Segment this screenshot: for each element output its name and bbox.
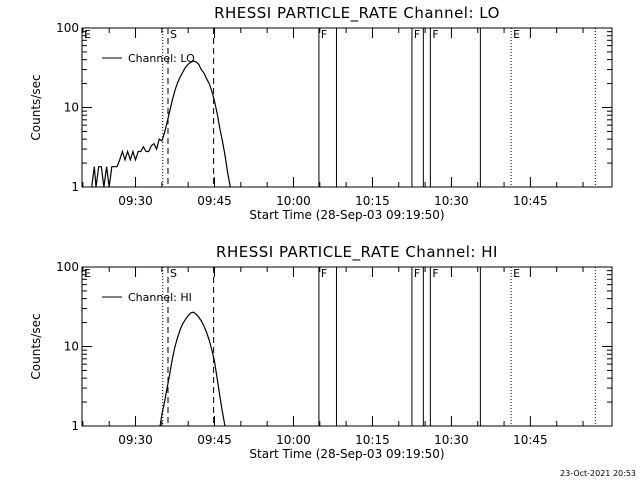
flag-label: E — [513, 28, 520, 41]
y-tick-label: 10 — [64, 340, 79, 354]
panel-hi: RHESSI PARTICLE_RATE Channel: HI 1 10 100 09… — [29, 243, 613, 461]
x-tick-label: 09:45 — [197, 433, 232, 447]
flag-label: E — [84, 28, 91, 41]
x-axis-label: Start Time (28-Sep-03 09:19:50) — [249, 447, 444, 461]
x-tick-label: 09:30 — [118, 433, 153, 447]
y-tick-label: 1 — [71, 419, 79, 433]
x-tick-label: 10:45 — [513, 433, 548, 447]
x-tick-label: 10:15 — [355, 194, 390, 208]
x-tick-label: 10:45 — [513, 194, 548, 208]
x-tick-label: 10:00 — [276, 433, 311, 447]
flag-label: F — [414, 267, 420, 280]
timestamp: 23-Oct-2021 20:53 — [560, 469, 636, 478]
flag-label: E — [513, 267, 520, 280]
flag-label: F — [432, 267, 438, 280]
series-line-0 — [159, 311, 226, 427]
x-tick-label: 10:30 — [434, 433, 469, 447]
flag-label: F — [432, 28, 438, 41]
flag-label: E — [84, 267, 91, 280]
y-axis-label: Counts/sec — [29, 74, 43, 140]
y-tick-label: 100 — [56, 260, 79, 274]
x-tick-label: 10:00 — [276, 194, 311, 208]
y-axis-label: Counts/sec — [29, 313, 43, 379]
x-tick-label: 09:30 — [118, 194, 153, 208]
flag-label: F — [414, 28, 420, 41]
x-tick-label: 09:45 — [197, 194, 232, 208]
legend-label: Channel: LO — [128, 52, 195, 65]
x-tick-label: 10:30 — [434, 194, 469, 208]
chart-title: RHESSI PARTICLE_RATE Channel: LO — [214, 4, 500, 23]
y-tick-label: 1 — [71, 180, 79, 194]
flag-label: S — [170, 28, 177, 41]
flag-label: F — [321, 267, 327, 280]
x-tick-label: 10:15 — [355, 433, 390, 447]
chart-title: RHESSI PARTICLE_RATE Channel: HI — [216, 243, 498, 262]
legend-label: Channel: HI — [128, 291, 192, 304]
y-tick-label: 100 — [56, 21, 79, 35]
x-axis-label: Start Time (28-Sep-03 09:19:50) — [249, 208, 444, 222]
flag-label: F — [321, 28, 327, 41]
y-tick-label: 10 — [64, 101, 79, 115]
panel-lo: RHESSI PARTICLE_RATE Channel: LO 1 10 100 09… — [29, 4, 613, 222]
flag-label: S — [170, 267, 177, 280]
series-line-0 — [91, 60, 231, 188]
